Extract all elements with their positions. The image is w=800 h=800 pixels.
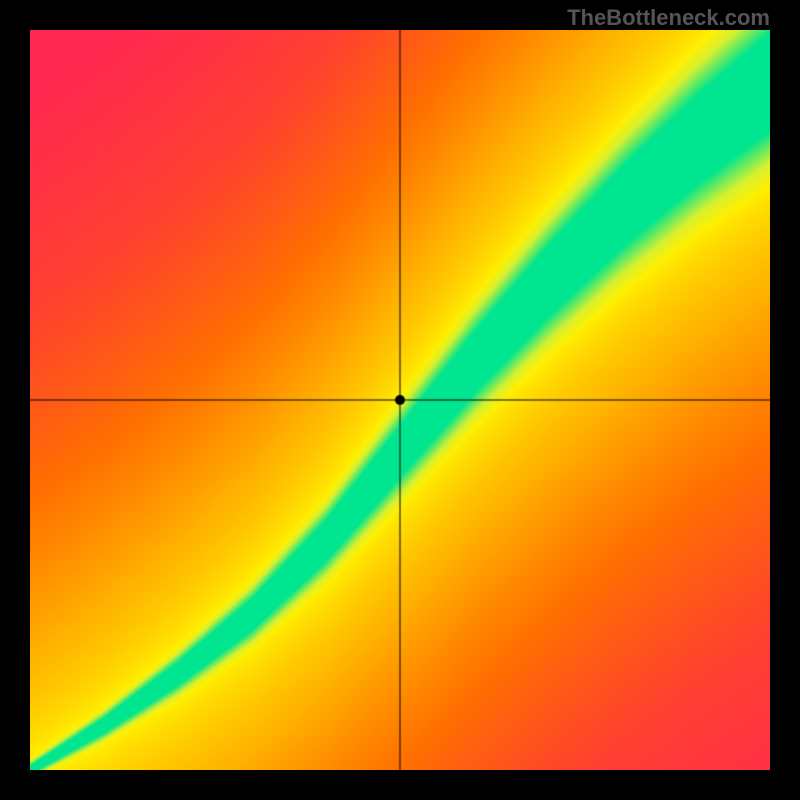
watermark-text: TheBottleneck.com xyxy=(567,5,770,31)
heatmap-canvas xyxy=(30,30,770,770)
chart-container: TheBottleneck.com xyxy=(0,0,800,800)
